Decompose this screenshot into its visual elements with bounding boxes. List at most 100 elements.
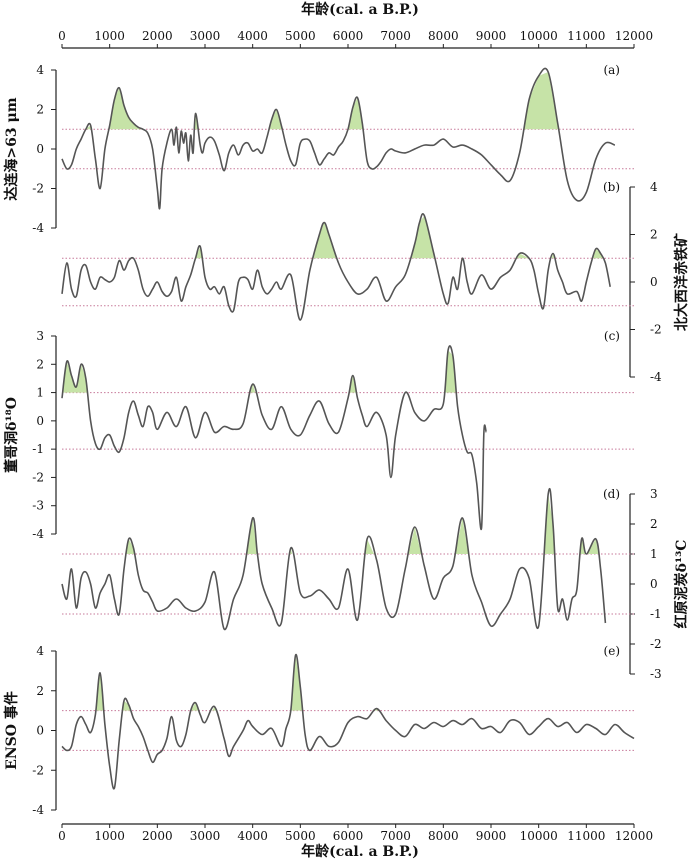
y-tick-label-c: 3	[36, 329, 44, 343]
anomaly-fill-d	[365, 539, 374, 554]
series-line-e	[61, 653, 635, 790]
y-tick-label-b: 2	[650, 228, 658, 242]
bottom-x-tick-label: 8000	[428, 829, 459, 843]
y-tick-label-c: 2	[36, 357, 44, 371]
anomaly-fill-e	[190, 702, 199, 711]
top-x-tick-label: 7000	[380, 29, 411, 43]
y-tick-label-e: 2	[36, 684, 44, 698]
panel-b: 4 2 0 -2 -4 (b) 北大西洋赤铁矿	[61, 180, 690, 384]
top-x-tick-label: 12000	[615, 29, 653, 43]
anomaly-fill-d	[408, 527, 422, 554]
top-x-tick-label: 9000	[476, 29, 507, 43]
anomaly-fill-d	[543, 494, 555, 554]
panel-tag-e: (e)	[604, 644, 620, 658]
top-x-tick-label: 3000	[190, 29, 221, 43]
anomaly-fill-d	[455, 518, 469, 554]
bottom-x-tick-label: 11000	[567, 829, 605, 843]
bottom-x-tick-label: 0	[58, 829, 66, 843]
panel-e: 4 2 0 -2 -4 (e) ENSO 事件	[3, 644, 635, 817]
series-line-c	[61, 345, 487, 531]
bottom-x-tick-label: 4000	[237, 829, 268, 843]
anomaly-fill-e	[122, 700, 131, 711]
y-tick-label-e: 0	[36, 724, 44, 738]
anomaly-fill-b	[516, 253, 530, 259]
anomaly-fill-a	[348, 97, 364, 130]
panels: 4 2 0 -2 -4 (a) 达连海>63 μm 4 2 0 -2 -4 (b) 北大西洋赤铁矿 3 2 1 0…	[3, 63, 690, 817]
anomaly-fill-c	[250, 384, 256, 393]
anomaly-fill-e	[212, 706, 216, 711]
anomaly-fill-e	[374, 708, 379, 711]
y-tick-label-e: -2	[32, 763, 44, 777]
y-tick-label-b: -2	[650, 323, 662, 337]
y-tick-label-a: -2	[32, 182, 44, 196]
top-x-tick-label: 8000	[428, 29, 459, 43]
y-tick-label-a: 4	[36, 63, 44, 77]
bottom-x-tick-label: 5000	[285, 829, 316, 843]
bottom-x-tick-label: 7000	[380, 829, 411, 843]
panel-tag-a: (a)	[603, 63, 620, 77]
y-tick-label-c: 0	[36, 414, 44, 428]
anomaly-fill-b	[313, 222, 337, 259]
anomaly-fill-a	[523, 72, 559, 130]
bottom-x-axis: 0 1000 2000 3000 4000 5000 6000 7000 8000 9000 100…	[58, 823, 653, 843]
top-x-tick-label: 1000	[94, 29, 125, 43]
panel-tag-d: (d)	[603, 487, 620, 501]
top-x-axis: 0 1000 2000 3000 4000 5000 6000 7000 8000 9000 100…	[58, 29, 653, 49]
y-axis-title-d: 红原泥炭δ¹³C	[673, 540, 690, 629]
y-tick-label-c: -2	[32, 470, 44, 484]
series-line-d	[61, 487, 607, 631]
y-tick-label-d: -2	[650, 637, 662, 651]
top-x-tick-label: 6000	[333, 29, 364, 43]
top-x-tick-label: 11000	[567, 29, 605, 43]
panel-tag-b: (b)	[603, 180, 620, 194]
y-tick-label-d: 3	[650, 487, 658, 501]
anomaly-fill-e	[95, 672, 104, 711]
y-tick-label-c: -4	[32, 527, 44, 541]
anomaly-fill-d	[290, 548, 293, 554]
x-axis-title-bottom: 年龄(cal. a B.P.)	[301, 843, 419, 860]
y-axis-title-c: 董哥洞δ¹⁸O	[3, 397, 20, 473]
bottom-x-tick-label: 9000	[476, 829, 507, 843]
y-tick-label-d: 1	[650, 547, 658, 561]
y-tick-label-e: -4	[32, 803, 44, 817]
y-axis-title-b: 北大西洋赤铁矿	[673, 233, 690, 331]
panel-c: 3 2 1 0 -1 -2 -3 -4 (c) 董哥洞δ¹⁸O	[3, 329, 634, 541]
y-tick-label-a: 0	[36, 142, 44, 156]
series-line-b	[61, 212, 611, 321]
bottom-x-tick-label: 6000	[333, 829, 364, 843]
y-tick-label-d: -1	[650, 607, 662, 621]
y-tick-label-c: -1	[32, 442, 44, 456]
y-tick-label-d: 0	[650, 577, 658, 591]
y-tick-label-e: 4	[36, 644, 44, 658]
anomaly-fill-a	[108, 87, 143, 130]
y-tick-label-a: 2	[36, 103, 44, 117]
anomaly-fill-d	[246, 518, 258, 554]
bottom-x-tick-label: 3000	[190, 829, 221, 843]
panel-a: 4 2 0 -2 -4 (a) 达连海>63 μm	[3, 63, 634, 235]
y-tick-label-b: 4	[650, 180, 658, 194]
anomaly-fill-b	[410, 215, 435, 259]
y-axis-title-a: 达连海>63 μm	[3, 97, 20, 200]
top-x-tick-label: 0	[58, 29, 66, 43]
bottom-x-tick-label: 12000	[615, 829, 653, 843]
anomaly-fill-a	[269, 109, 283, 130]
y-tick-label-c: -3	[32, 499, 44, 513]
y-tick-label-d: 2	[650, 517, 658, 531]
bottom-x-tick-label: 10000	[520, 829, 558, 843]
top-x-tick-label: 2000	[142, 29, 173, 43]
top-x-tick-label: 10000	[520, 29, 558, 43]
top-x-tick-label: 5000	[285, 29, 316, 43]
y-tick-label-a: -4	[32, 221, 44, 235]
y-tick-label-c: 1	[36, 386, 44, 400]
anomaly-fill-c	[62, 361, 88, 393]
y-tick-label-b: 0	[650, 275, 658, 289]
panel-d: 3 2 1 0 -1 -2 -3 (d) 红原泥炭δ¹³C	[61, 487, 690, 681]
bottom-x-tick-label: 1000	[94, 829, 125, 843]
panel-tag-c: (c)	[604, 329, 620, 343]
anomaly-fill-e	[290, 655, 303, 711]
y-tick-label-d: -3	[650, 667, 662, 681]
series-line-a	[61, 67, 616, 210]
x-axis-title-top: 年龄(cal. a B.P.)	[301, 1, 419, 18]
anomaly-fill-c	[349, 375, 357, 393]
